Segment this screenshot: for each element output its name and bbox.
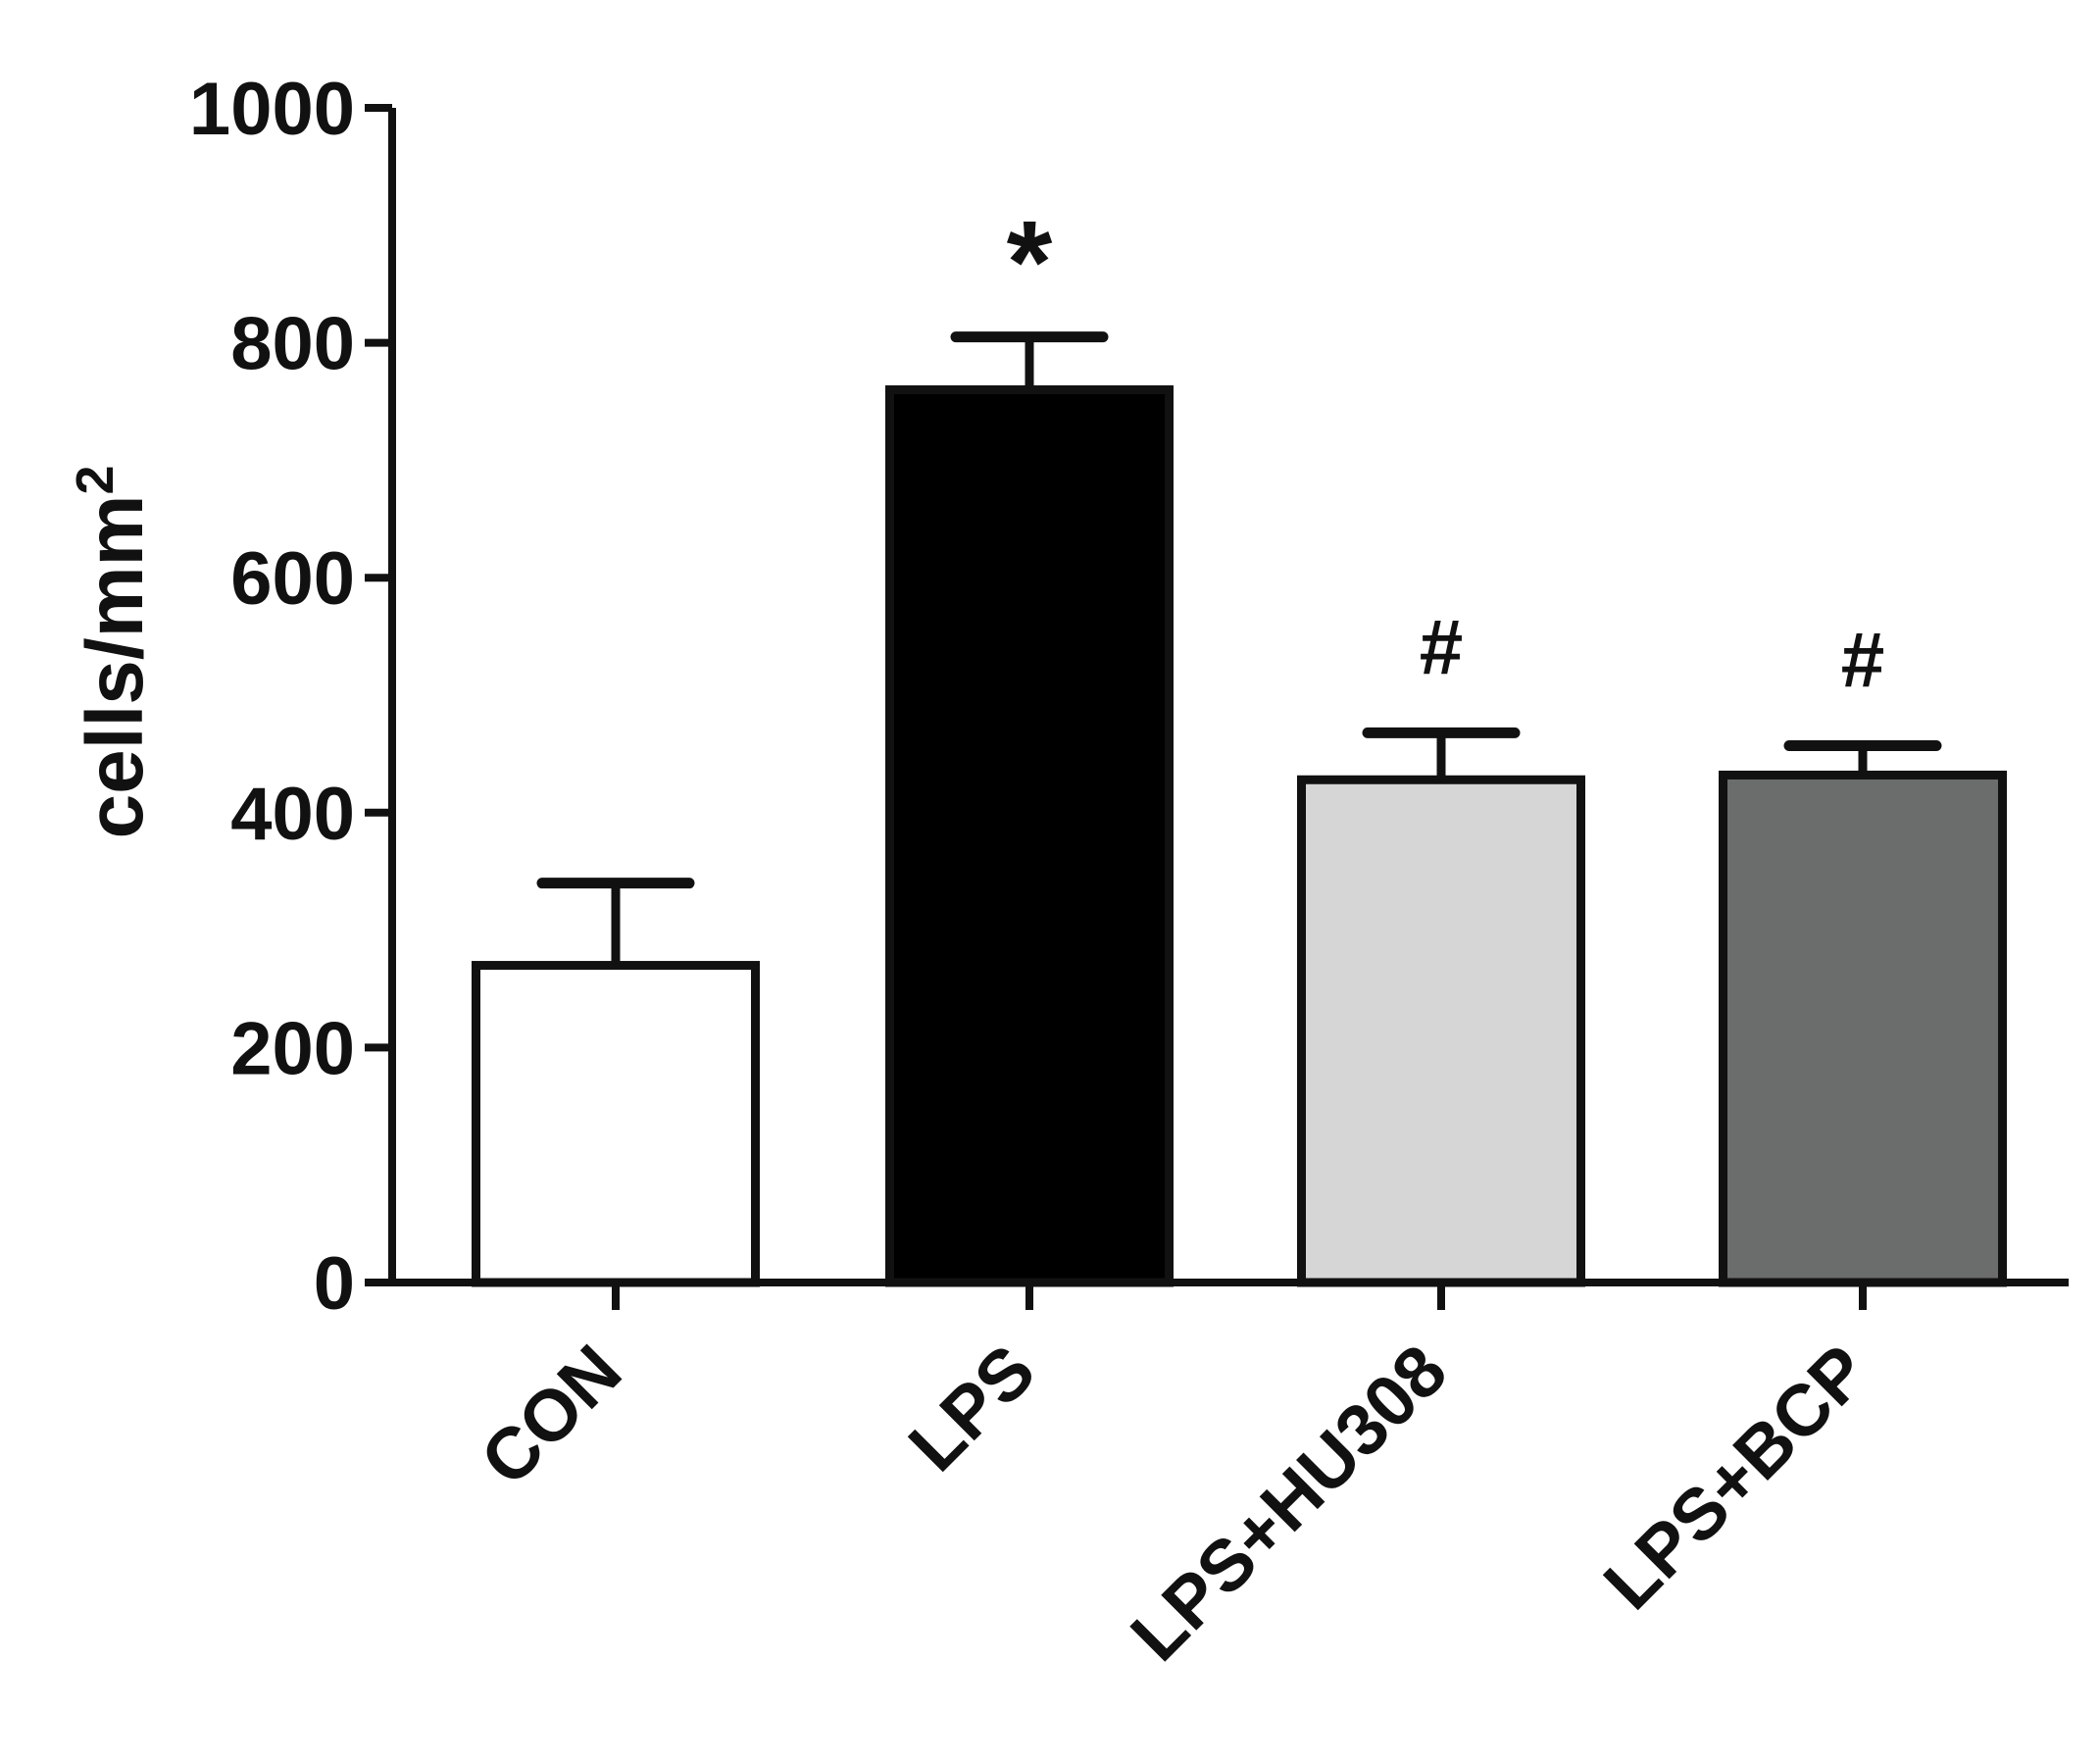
bar-lps-bcp xyxy=(1719,770,2007,1287)
y-tick-label: 800 xyxy=(230,303,355,386)
y-axis-title: cells/mm2 xyxy=(66,465,160,838)
y-tick-label: 600 xyxy=(230,537,355,621)
y-tick-label: 1000 xyxy=(189,68,355,151)
significance-marker: # xyxy=(1420,603,1464,690)
error-bars xyxy=(536,331,1942,966)
x-axis-ticks xyxy=(612,1283,1867,1310)
x-category-label: LPS xyxy=(893,1330,1050,1486)
y-axis-title-superscript: 2 xyxy=(66,465,125,494)
y-tick-label: 400 xyxy=(230,773,355,856)
x-category-label: LPS+HU308 xyxy=(1115,1330,1462,1677)
bars xyxy=(472,385,2007,1287)
bar-lps-hu308 xyxy=(1297,775,1585,1287)
significance-marker: # xyxy=(1841,617,1885,704)
significance-marker: * xyxy=(1007,197,1053,328)
y-axis-ticks: 0 200 400 600 800 1000 xyxy=(189,68,392,1326)
y-tick-label: 0 xyxy=(314,1242,355,1326)
x-category-label: LPS+BCP xyxy=(1588,1330,1883,1625)
bar-lps xyxy=(885,385,1174,1287)
bar-con xyxy=(472,961,760,1287)
y-axis-title-base: cells/mm xyxy=(71,495,160,839)
x-category-label: CON xyxy=(465,1330,636,1501)
significance-annotations: * # # xyxy=(1007,197,1885,704)
y-tick-label: 200 xyxy=(230,1007,355,1090)
x-axis-category-labels: CON LPS LPS+HU308 LPS+BCP xyxy=(465,1330,1883,1677)
